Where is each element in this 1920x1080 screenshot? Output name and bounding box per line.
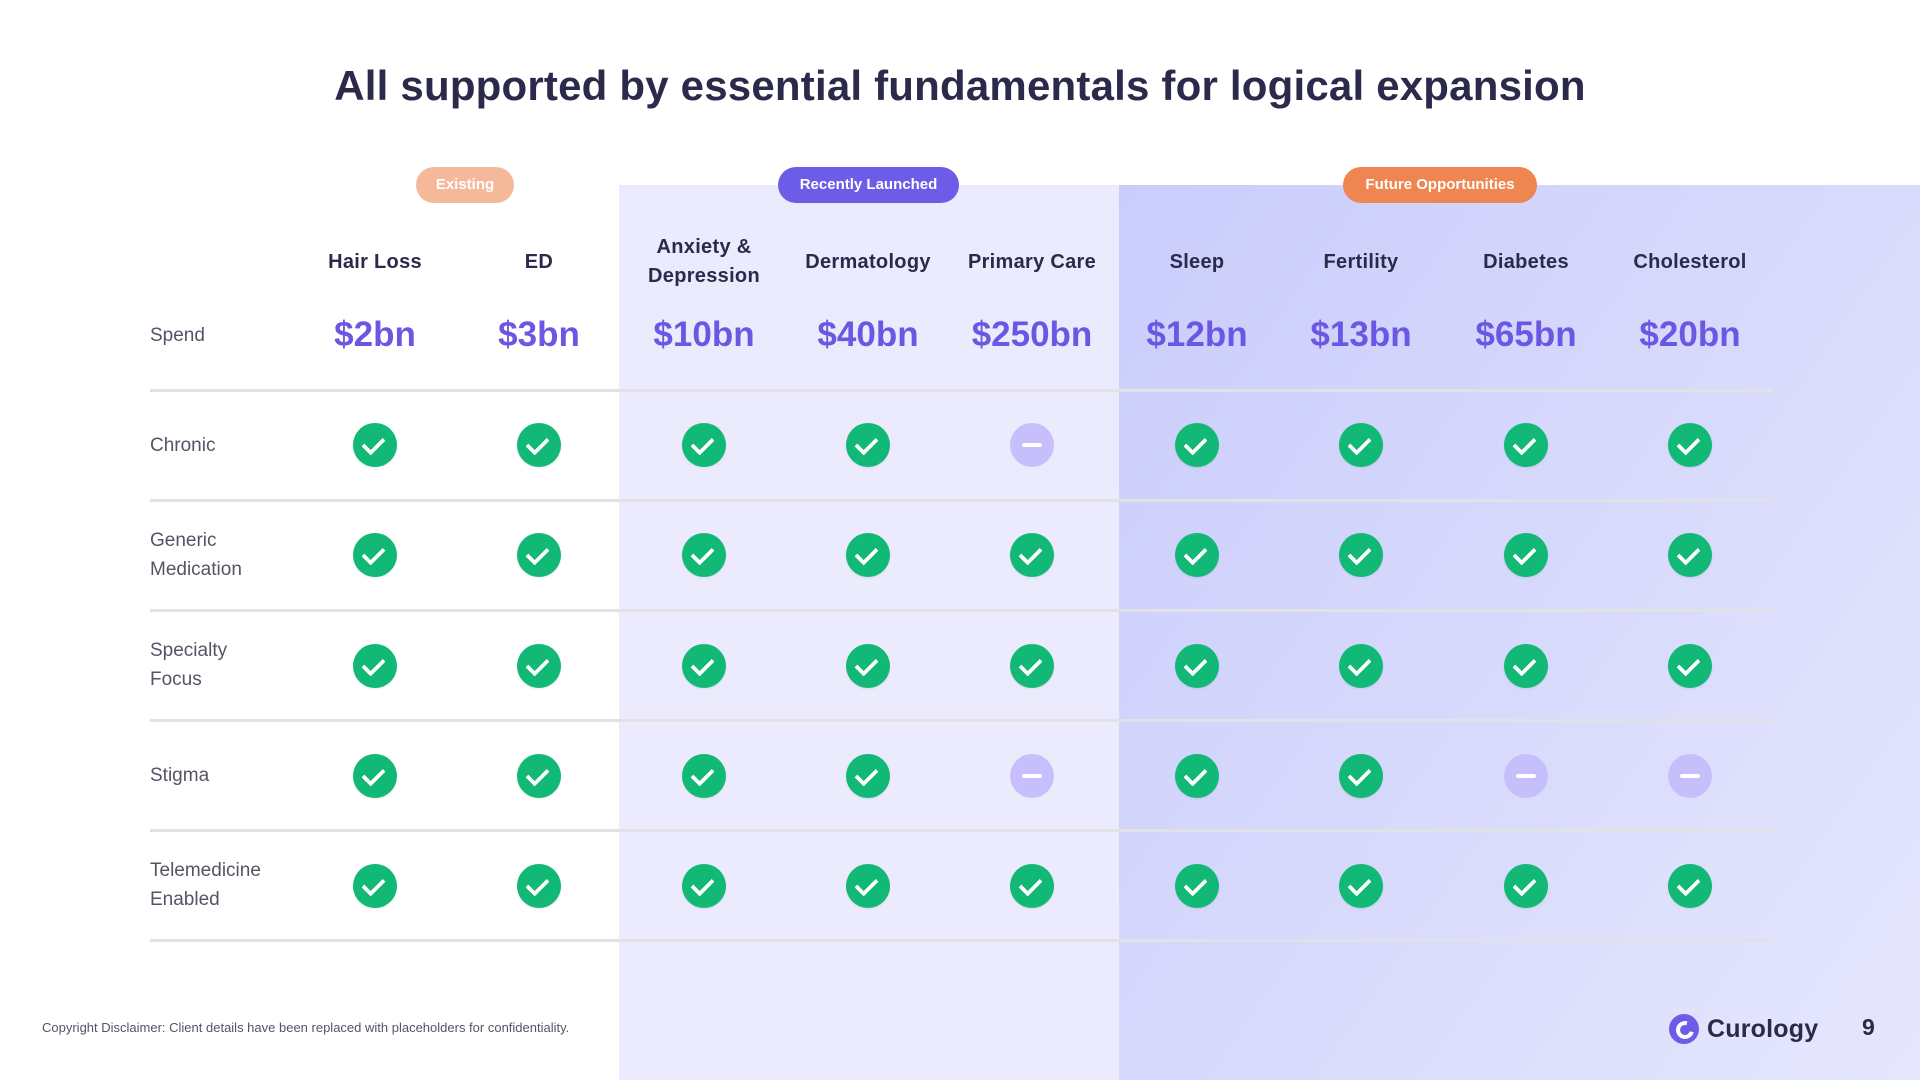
row-divider xyxy=(150,939,1772,942)
check-circle-icon xyxy=(1668,423,1712,467)
spend-value: $10bn xyxy=(653,315,755,354)
check-circle-icon xyxy=(1339,423,1383,467)
future-opportunities-band xyxy=(1119,185,1920,1080)
check-circle-icon xyxy=(1504,533,1548,577)
check-circle-icon xyxy=(1175,864,1219,908)
check-circle-icon xyxy=(517,533,561,577)
column-header-fertility: Fertility xyxy=(1323,250,1399,273)
dash-circle-icon xyxy=(1010,754,1054,798)
check-circle-icon xyxy=(846,864,890,908)
check-circle-icon xyxy=(846,754,890,798)
column-header-sleep: Sleep xyxy=(1169,250,1225,273)
brand-name: Curology xyxy=(1707,1014,1819,1043)
check-circle-icon xyxy=(846,533,890,577)
check-circle-icon xyxy=(517,423,561,467)
column-header-diabetes: Diabetes xyxy=(1483,250,1569,273)
column-header-cholesterol: Cholesterol xyxy=(1633,250,1747,273)
check-circle-icon xyxy=(1339,644,1383,688)
column-header-hair-loss: Hair Loss xyxy=(328,250,422,273)
check-circle-icon xyxy=(682,533,726,577)
row-label-spend: Spend xyxy=(150,324,205,346)
check-circle-icon xyxy=(1175,644,1219,688)
column-header-anxiety-depression: Anxiety & Depression xyxy=(648,236,760,287)
check-circle-icon xyxy=(682,864,726,908)
spend-value: $40bn xyxy=(817,315,919,354)
check-circle-icon xyxy=(353,423,397,467)
row-label-telemedicine-enabled: Telemedicine Enabled xyxy=(150,860,261,910)
check-circle-icon xyxy=(353,864,397,908)
row-divider xyxy=(150,499,1772,502)
check-circle-icon xyxy=(1668,864,1712,908)
row-divider xyxy=(150,609,1772,612)
check-circle-icon xyxy=(682,423,726,467)
existing-badge: Existing xyxy=(416,167,514,203)
spend-value: $65bn xyxy=(1475,315,1577,354)
copyright-disclaimer: Copyright Disclaimer: Client details hav… xyxy=(42,1020,570,1035)
check-circle-icon xyxy=(682,644,726,688)
check-circle-icon xyxy=(517,754,561,798)
spend-value: $3bn xyxy=(498,315,580,354)
recently-launched-badge: Recently Launched xyxy=(778,167,959,203)
row-divider xyxy=(150,829,1772,832)
check-circle-icon xyxy=(1339,533,1383,577)
column-header-primary-care: Primary Care xyxy=(967,250,1097,273)
dash-circle-icon xyxy=(1668,754,1712,798)
check-circle-icon xyxy=(517,864,561,908)
row-label-stigma: Stigma xyxy=(150,764,210,786)
row-label-specialty-focus: Specialty Focus xyxy=(150,640,228,690)
check-circle-icon xyxy=(1339,864,1383,908)
check-circle-icon xyxy=(353,644,397,688)
row-label-generic-medication: Generic Medication xyxy=(150,530,242,580)
curology-logo-icon xyxy=(1669,1014,1699,1044)
dash-circle-icon xyxy=(1504,754,1548,798)
spend-value: $20bn xyxy=(1639,315,1741,354)
check-circle-icon xyxy=(1010,864,1054,908)
recently-launched-band xyxy=(619,185,1119,1080)
check-circle-icon xyxy=(1668,533,1712,577)
future-opportunities-badge: Future Opportunities xyxy=(1343,167,1537,203)
check-circle-icon xyxy=(846,644,890,688)
check-circle-icon xyxy=(1504,864,1548,908)
brand-logo: Curology xyxy=(1669,1013,1818,1045)
check-circle-icon xyxy=(353,533,397,577)
check-circle-icon xyxy=(682,754,726,798)
row-label-chronic: Chronic xyxy=(150,434,216,456)
check-circle-icon xyxy=(1175,533,1219,577)
check-circle-icon xyxy=(1010,644,1054,688)
spend-value: $13bn xyxy=(1310,315,1412,354)
column-header-ed: ED xyxy=(524,250,554,273)
check-circle-icon xyxy=(353,754,397,798)
dash-circle-icon xyxy=(1010,423,1054,467)
check-circle-icon xyxy=(1504,423,1548,467)
row-divider xyxy=(150,719,1772,722)
spend-value: $12bn xyxy=(1146,315,1248,354)
check-circle-icon xyxy=(517,644,561,688)
check-circle-icon xyxy=(1668,644,1712,688)
spend-value: $250bn xyxy=(971,315,1093,354)
column-header-dermatology: Dermatology xyxy=(805,250,931,273)
slide-title: All supported by essential fundamentals … xyxy=(334,62,1586,109)
check-circle-icon xyxy=(1175,423,1219,467)
page-number: 9 xyxy=(1862,1014,1875,1040)
check-circle-icon xyxy=(1504,644,1548,688)
check-circle-icon xyxy=(1175,754,1219,798)
spend-value: $2bn xyxy=(334,315,416,354)
row-divider xyxy=(150,389,1772,392)
check-circle-icon xyxy=(1339,754,1383,798)
check-circle-icon xyxy=(1010,533,1054,577)
check-circle-icon xyxy=(846,423,890,467)
